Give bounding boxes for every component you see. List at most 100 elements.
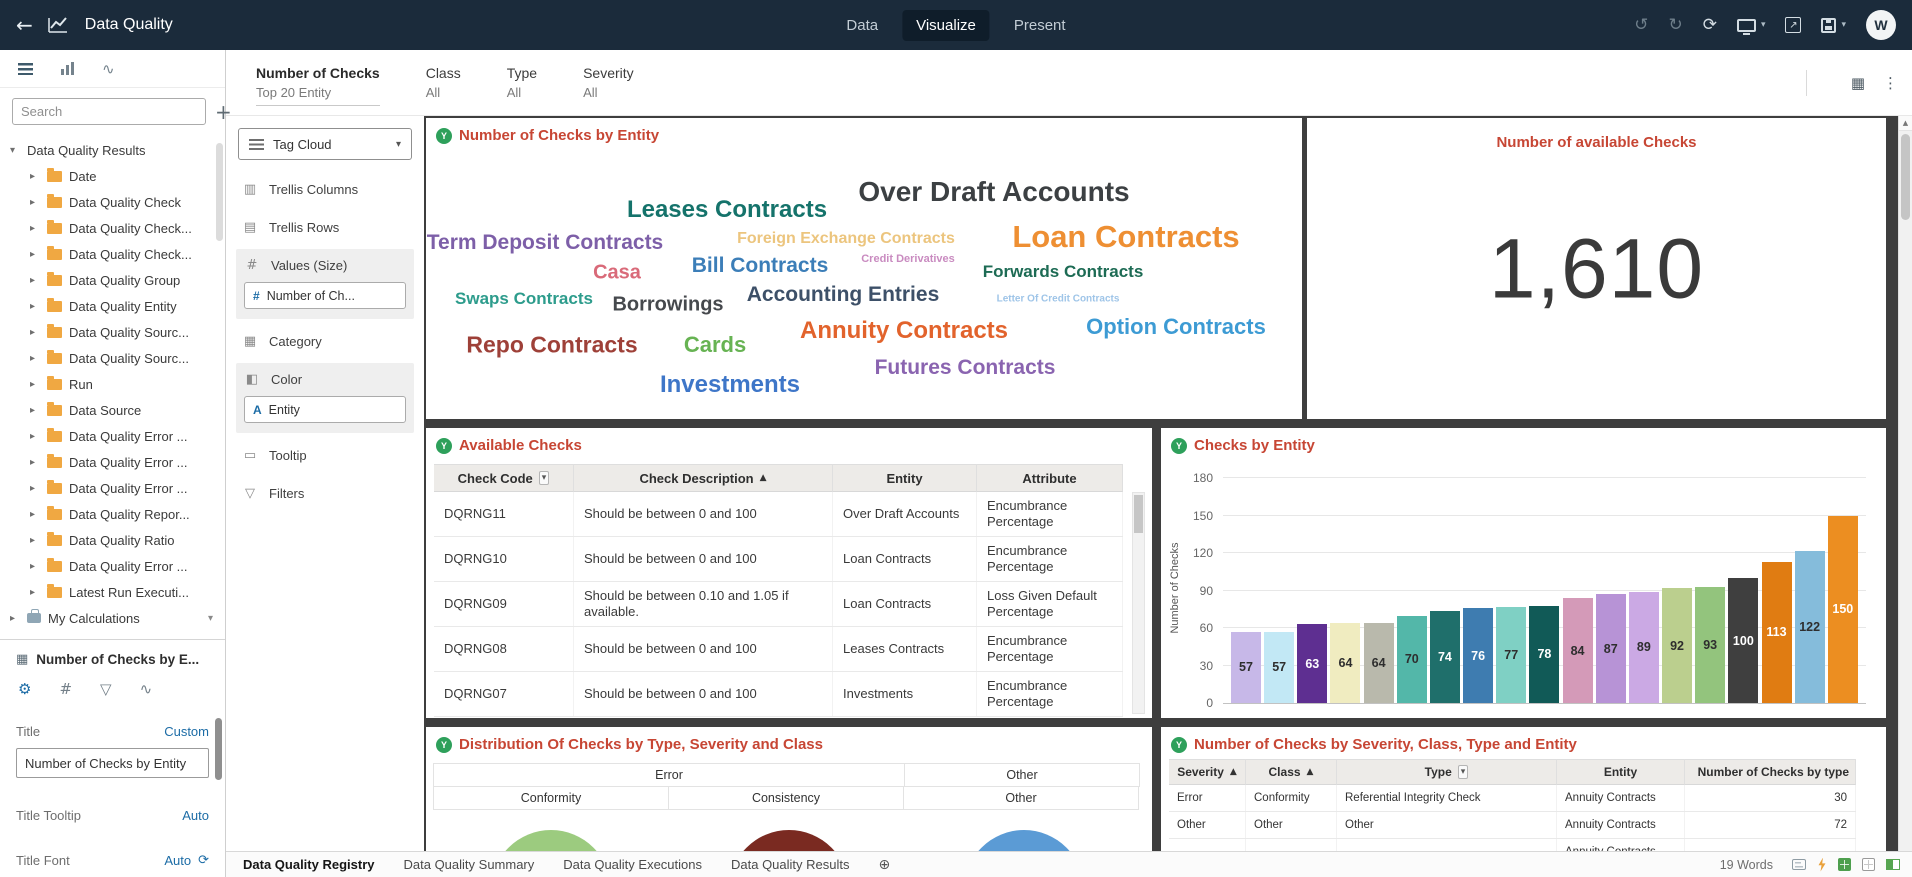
expand-icon[interactable]: ▸ [30,300,36,312]
field-pill-entity[interactable]: A Entity [244,396,406,423]
bar[interactable]: 89 [1628,591,1659,703]
title-tooltip-mode-link[interactable]: Auto [182,808,209,823]
analytics-settings-icon[interactable]: ∿ [139,680,153,698]
tree-item-data-quality-group[interactable]: ▸ Data Quality Group [0,267,225,293]
bar[interactable]: 78 [1529,605,1560,703]
expand-icon[interactable]: ▸ [30,170,36,182]
table-row[interactable]: Error Conformity Referential Integrity Che… [1169,785,1856,812]
undo-icon[interactable]: ↺ [1634,15,1649,35]
bar[interactable]: 150 [1827,515,1858,703]
grammar-zone-color[interactable]: ◧ Color A Entity [236,363,414,433]
sort-asc-icon[interactable]: ▲ [759,473,767,483]
grammar-zone-tooltip[interactable]: ▭ Tooltip [243,447,307,463]
add-canvas-icon[interactable]: ⊕ [878,856,891,873]
bar[interactable]: 92 [1662,588,1693,703]
viz-type-select[interactable]: Tag Cloud ▾ [238,128,412,160]
tree-item-date[interactable]: ▸ Date [0,163,225,189]
properties-scrollbar-thumb[interactable] [215,718,222,780]
tree-item-latest-run-executi[interactable]: ▸ Latest Run Executi... [0,579,225,605]
bar[interactable]: 64 [1330,623,1361,703]
tree-item-data-quality-error[interactable]: ▸ Data Quality Error ... [0,475,225,501]
expand-icon[interactable]: ▸ [10,612,16,624]
tag-word-swaps-contracts[interactable]: Swaps Contracts [455,289,593,308]
tag-word-letter-of-credit-contracts[interactable]: Letter Of Credit Contracts [996,293,1120,305]
table-row[interactable]: DQRNG07 Should be between 0 and 100 Invest… [434,672,1123,717]
tree-scrollbar-thumb[interactable] [216,143,223,241]
topbar-tab-visualize[interactable]: Visualize [902,9,990,41]
canvas-settings-icon[interactable]: ▦ [1850,73,1865,92]
viz-available-checks-table[interactable]: Y Available Checks Check Code ▾ Check Desc… [426,428,1152,718]
tag-word-term-deposit-contracts[interactable]: Term Deposit Contracts [426,231,664,254]
tree-root[interactable]: ▾ Data Quality Results [0,137,225,163]
tree-item-data-quality-sourc[interactable]: ▸ Data Quality Sourc... [0,345,225,371]
tree-item-data-quality-ratio[interactable]: ▸ Data Quality Ratio [0,527,225,553]
table-row[interactable]: Annuity Contracts [1169,839,1856,851]
bar[interactable]: 57 [1264,631,1295,703]
viz-bar-chart[interactable]: Y Checks by Entity Number of Checks 0 30 6… [1161,428,1886,718]
viz-title-input[interactable] [16,748,209,778]
reset-icon[interactable]: ⟳ [198,853,209,868]
bar[interactable]: 93 [1695,586,1726,703]
column-header-severity[interactable]: Severity ▲ [1169,759,1246,785]
tag-word-leases-contracts[interactable]: Leases Contracts [626,196,828,223]
viz-tag-cloud[interactable]: Leases Contracts Over Draft Accounts Term … [426,118,1302,419]
tag-word-bill-contracts[interactable]: Bill Contracts [691,254,829,277]
bar[interactable]: 63 [1297,624,1328,703]
expand-icon[interactable]: ▸ [30,274,36,286]
column-header-type[interactable]: Type ▾ [1337,759,1557,785]
grammar-zone-category[interactable]: ▦ Category [243,333,322,349]
viz-distribution[interactable]: Y Distribution Of Checks by Type, Severi… [426,727,1152,851]
table-row[interactable]: DQRNG09 Should be between 0.10 and 1.05 i… [434,582,1123,627]
bar[interactable]: 113 [1761,561,1792,703]
tree-item-data-quality-check[interactable]: ▸ Data Quality Check... [0,241,225,267]
canvas-scrollbar-thumb[interactable] [1901,134,1910,220]
column-header-check-code[interactable]: Check Code ▾ [434,464,574,492]
canvas-tab-data-quality-registry[interactable]: Data Quality Registry [243,857,375,872]
title-font-mode-link[interactable]: Auto ⟳ [164,853,209,868]
analytics-tab-icon[interactable]: ∿ [102,59,115,78]
more-options-icon[interactable]: ⋮ [1883,73,1898,92]
tree-item-data-quality-entity[interactable]: ▸ Data Quality Entity [0,293,225,319]
split-panel-icon[interactable] [1886,859,1900,870]
viz-severity-table[interactable]: Y Number of Checks by Severity, Class, T… [1161,727,1886,851]
tree-item-data-quality-check[interactable]: ▸ Data Quality Check... [0,215,225,241]
back-icon[interactable]: ← [16,13,33,37]
table-row[interactable]: DQRNG11 Should be between 0 and 100 Over D… [434,492,1123,537]
present-menu-button[interactable]: ▾ [1736,18,1765,35]
dropdown-icon[interactable]: ▾ [1457,765,1469,779]
tree-item-data-quality-repor[interactable]: ▸ Data Quality Repor... [0,501,225,527]
avatar[interactable]: W [1866,10,1896,40]
bar[interactable]: 77 [1496,606,1527,703]
tag-word-borrowings[interactable]: Borrowings [612,293,724,316]
table-row[interactable]: DQRNG10 Should be between 0 and 100 Loan C… [434,537,1123,582]
tree-item-data-quality-check[interactable]: ▸ Data Quality Check [0,189,225,215]
bar[interactable]: 76 [1463,608,1494,703]
field-pill-number-of-ch[interactable]: # Number of Ch... [244,282,406,309]
donut-consistency[interactable] [729,830,849,851]
expand-icon[interactable]: ▸ [30,222,36,234]
tree-item-run[interactable]: ▸ Run [0,371,225,397]
donut-conformity[interactable] [491,830,611,851]
bar[interactable]: 70 [1396,615,1427,703]
tag-word-accounting-entries[interactable]: Accounting Entries [746,283,940,306]
tag-word-investments[interactable]: Investments [659,371,801,398]
expand-icon[interactable]: ▸ [30,430,36,442]
table-scrollbar-thumb[interactable] [1134,495,1143,533]
canvas-tab-data-quality-results[interactable]: Data Quality Results [731,857,850,872]
chevron-down-icon[interactable]: ▾ [207,612,213,624]
add-data-icon[interactable]: + [215,99,232,124]
column-header-check-description[interactable]: Check Description ▲ [574,464,833,492]
expand-icon[interactable]: ▸ [30,534,36,546]
bar[interactable]: 74 [1429,610,1460,703]
expand-icon[interactable]: ▸ [30,456,36,468]
tag-word-cards[interactable]: Cards [683,332,747,357]
filter-number-of-checks[interactable]: Number of Checks Top 20 Entity [256,65,380,106]
values-settings-icon[interactable]: # [59,680,73,698]
canvas-tab-data-quality-executions[interactable]: Data Quality Executions [563,857,702,872]
bar[interactable]: 57 [1231,631,1261,703]
tag-word-credit-derivatives[interactable]: Credit Derivatives [861,253,955,265]
donut-other[interactable] [964,830,1084,851]
redo-icon[interactable]: ↻ [1668,15,1683,35]
tag-word-annuity-contracts[interactable]: Annuity Contracts [799,317,1009,344]
tag-word-loan-contracts[interactable]: Loan Contracts [1012,219,1240,254]
